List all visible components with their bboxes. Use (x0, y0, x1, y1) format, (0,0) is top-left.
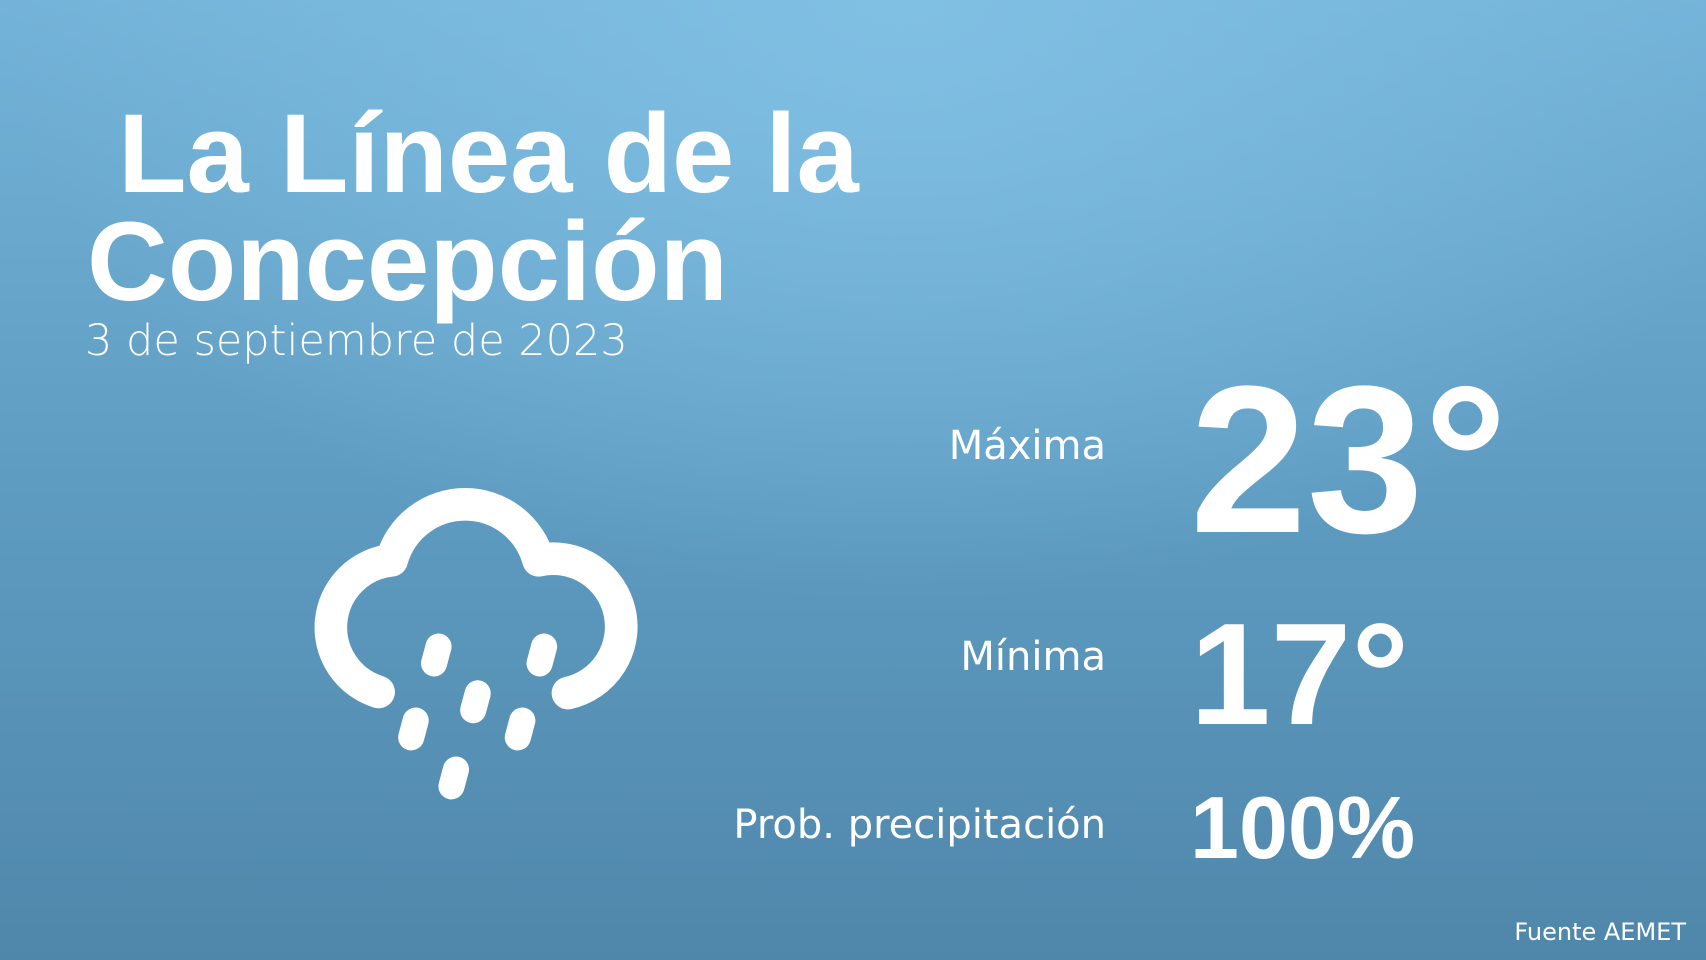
min-label: Mínima (960, 634, 1106, 680)
precip-label: Prob. precipitación (733, 802, 1106, 848)
max-value: 23° (1190, 342, 1508, 577)
title-line: La Línea de la (87, 91, 859, 216)
min-value: 17° (1190, 593, 1410, 755)
date: 3 de septiembre de 2023 (85, 316, 628, 366)
source: Fuente AEMET (1514, 918, 1686, 946)
max-label: Máxima (948, 423, 1106, 469)
precip-value: 100% (1190, 778, 1416, 877)
title-line: Concepción (87, 199, 728, 324)
